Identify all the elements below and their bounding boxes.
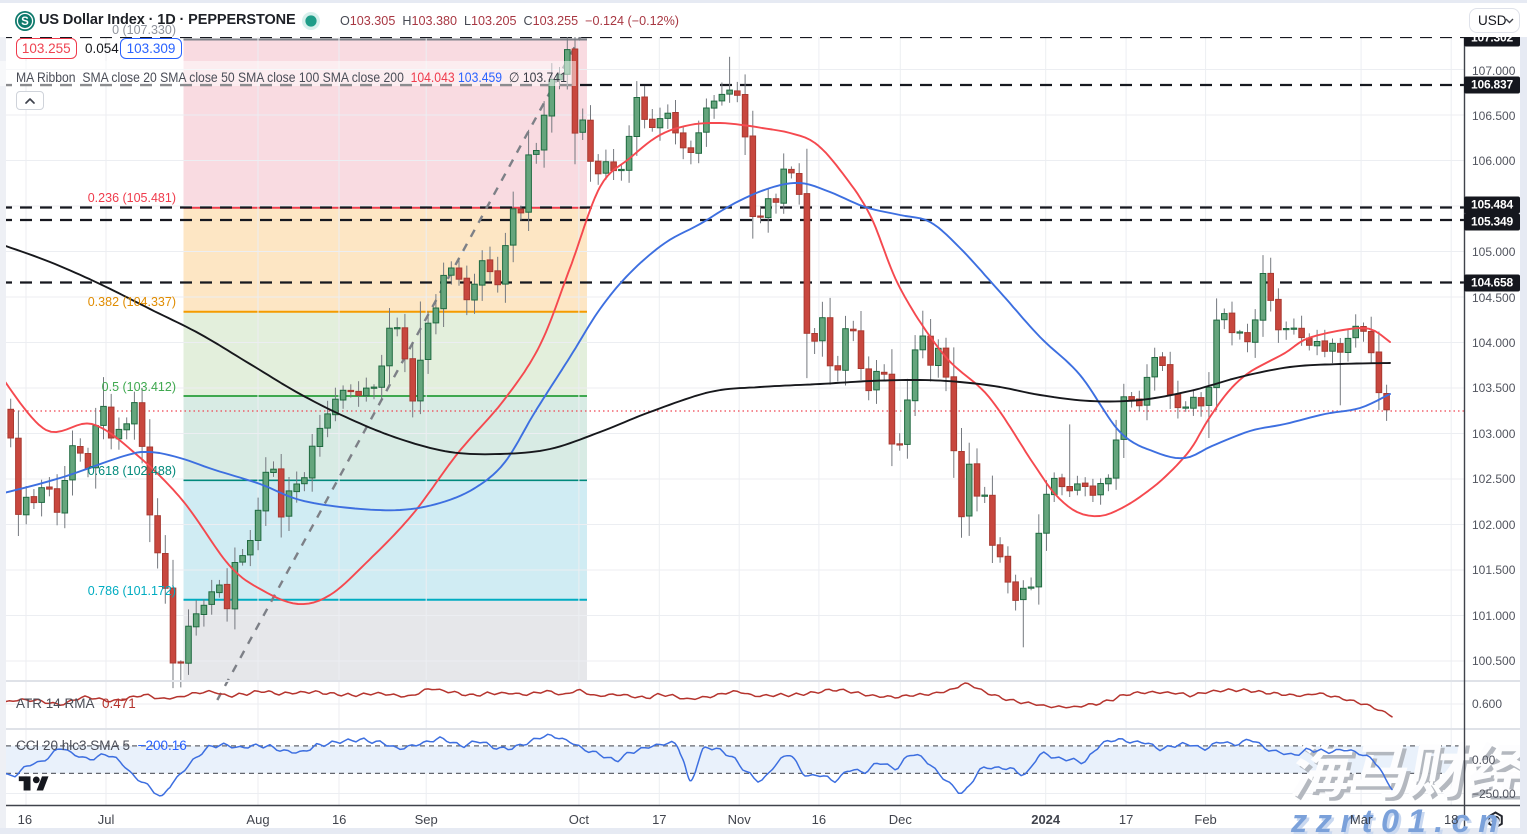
svg-text:S: S [21,16,29,28]
